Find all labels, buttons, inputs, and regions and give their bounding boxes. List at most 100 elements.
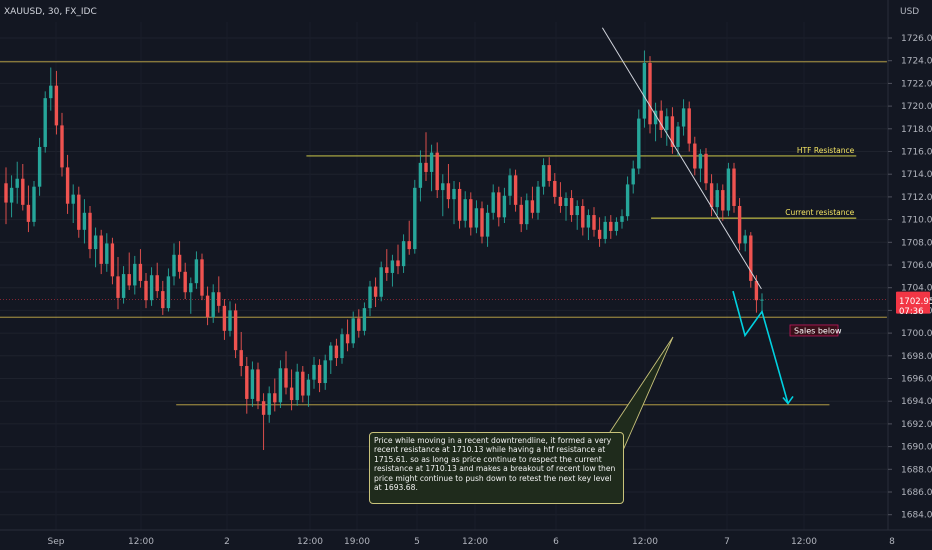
candle-body (407, 241, 411, 250)
candle-body (362, 308, 367, 331)
candle-body (452, 188, 456, 200)
candle-body (401, 241, 406, 267)
y-tick-label: 1692.00 (901, 420, 932, 430)
x-tick-label: 19:00 (344, 537, 370, 547)
y-tick-label: 1698.00 (901, 352, 932, 362)
candle-body (177, 254, 182, 272)
x-tick-label: 12:00 (297, 537, 323, 547)
candle-body (26, 204, 31, 222)
candle-body (295, 371, 299, 401)
candle-body (222, 305, 227, 331)
candle-body (653, 110, 658, 125)
candle-body (105, 243, 109, 264)
candle-body (418, 162, 423, 188)
candle-body (200, 259, 204, 296)
candle-body (4, 183, 8, 203)
candle-body (721, 190, 725, 211)
candle-body (648, 62, 652, 125)
candle-body (261, 401, 266, 415)
candle-body (99, 235, 103, 264)
candle-body (390, 260, 395, 273)
x-tick-label: Sep (48, 537, 65, 547)
candle-body (597, 229, 602, 239)
candle-body (149, 275, 154, 301)
candle-body (704, 153, 708, 184)
candle-body (194, 259, 199, 284)
level-label: Current resistance (785, 208, 854, 217)
analysis-note[interactable]: Price while moving in a recent downtrend… (369, 432, 624, 504)
candle-body (306, 379, 311, 396)
y-tick-label: 1694.00 (901, 397, 932, 407)
y-tick-label: 1686.00 (901, 488, 932, 498)
candle-body (541, 165, 546, 187)
sales-below-box (789, 324, 839, 337)
candle-body (144, 280, 148, 301)
candle-body (547, 165, 551, 182)
candle-body (396, 260, 400, 267)
candle-body (743, 235, 747, 244)
candle-body (49, 85, 53, 99)
horizontal-levels: HTF Resistance Current resistance (0, 61, 888, 406)
candle-body (65, 167, 70, 204)
candle-body (228, 310, 232, 331)
candle-body (603, 221, 607, 239)
x-tick-label: 6 (553, 537, 559, 547)
downtrend-line (601, 27, 762, 290)
y-tick-label: 1714.00 (901, 170, 932, 180)
candle-body (71, 194, 75, 204)
candle-body (435, 152, 439, 191)
price-axis[interactable] (888, 0, 932, 550)
y-tick-label: 1706.00 (901, 261, 932, 271)
candle-body (54, 85, 59, 126)
candle-body (239, 350, 243, 367)
candle-body (614, 221, 619, 231)
candle-body (334, 345, 339, 359)
candle-body (245, 366, 249, 399)
candle-body (323, 360, 327, 384)
candle-body (687, 108, 691, 144)
candle-body (749, 235, 753, 281)
candle-body (637, 118, 641, 169)
candle-body (121, 274, 126, 298)
candle-body (205, 295, 210, 318)
candle-body (278, 368, 283, 403)
candle-body (116, 276, 120, 298)
candle-body (37, 146, 42, 187)
candle-body (183, 271, 187, 293)
candle-body (558, 196, 563, 206)
y-tick-label: 1720.00 (901, 102, 932, 112)
candle-body (189, 283, 193, 293)
candle-body (665, 116, 669, 130)
x-tick-label: 12:00 (632, 537, 658, 547)
x-tick-label: 12:00 (462, 537, 488, 547)
candle-body (413, 187, 417, 250)
currency-label: USD (900, 7, 919, 17)
candle-body (581, 205, 585, 228)
y-tick-label: 1722.00 (901, 79, 932, 89)
candle-body (21, 178, 25, 205)
y-tick-label: 1708.00 (901, 238, 932, 248)
candle-body (345, 334, 350, 344)
candle-body (446, 183, 451, 200)
candle-body (373, 286, 378, 297)
candle-body (485, 212, 490, 237)
y-tick-label: 1696.00 (901, 375, 932, 385)
candle-body (525, 200, 529, 225)
candle-body (553, 181, 557, 197)
candle-body (491, 192, 495, 213)
candle-body (715, 190, 719, 208)
candle-body (133, 263, 137, 286)
candle-body (670, 116, 675, 147)
candle-body (60, 125, 64, 168)
candle-body (289, 387, 294, 401)
candle-body (368, 286, 372, 309)
candle-body (642, 62, 647, 119)
candle-body (77, 194, 81, 230)
candle-body (620, 216, 624, 222)
candle-body (659, 110, 663, 130)
candle-body (166, 276, 171, 309)
candle-body (441, 183, 445, 191)
candle-body (385, 267, 389, 273)
candle-body (88, 212, 92, 250)
